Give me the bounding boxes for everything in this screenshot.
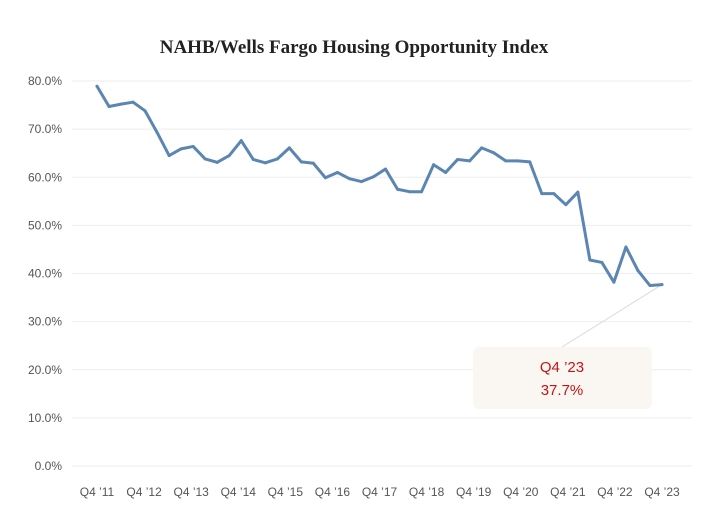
y-tick-label: 30.0% [28, 315, 62, 329]
y-tick-label: 50.0% [28, 218, 62, 232]
data-point [648, 284, 652, 288]
x-tick-label: Q4 ’16 [315, 485, 351, 499]
data-point [107, 105, 111, 109]
data-point [636, 269, 640, 273]
data-point [251, 157, 255, 161]
data-point [215, 160, 219, 164]
data-point [203, 157, 207, 161]
x-axis-ticks: Q4 ’11 Q4 ’12 Q4 ’13 Q4 ’14 Q4 ’15 Q4 ’16 Q4 ’… [80, 485, 680, 499]
data-point [504, 159, 508, 163]
x-tick-label: Q4 ’19 [456, 485, 492, 499]
y-tick-label: 80.0% [28, 74, 62, 88]
data-point [468, 159, 472, 163]
data-points [95, 84, 664, 288]
data-point [263, 161, 267, 165]
data-point [155, 130, 159, 134]
data-point [167, 154, 171, 158]
data-point [384, 167, 388, 171]
data-point [432, 163, 436, 167]
data-point [660, 283, 664, 287]
data-point [347, 177, 351, 181]
data-point [492, 151, 496, 155]
data-point [371, 175, 375, 179]
data-point [179, 147, 183, 151]
data-point [540, 192, 544, 196]
x-tick-label: Q4 ’12 [126, 485, 162, 499]
data-point [588, 258, 592, 262]
data-point [456, 157, 460, 161]
x-tick-label: Q4 ’21 [550, 485, 586, 499]
data-point [420, 190, 424, 194]
data-point [323, 176, 327, 180]
x-tick-label: Q4 ’14 [221, 485, 257, 499]
x-tick-label: Q4 ’17 [362, 485, 398, 499]
data-point [191, 144, 195, 148]
data-point [359, 180, 363, 184]
data-point [287, 146, 291, 150]
data-point [528, 160, 532, 164]
x-tick-label: Q4 ’22 [597, 485, 633, 499]
annotation-label: Q4 ’23 [540, 359, 584, 376]
data-point [444, 170, 448, 174]
data-point [408, 190, 412, 194]
x-tick-label: Q4 ’11 [80, 485, 115, 499]
data-point [227, 154, 231, 158]
data-point [612, 280, 616, 284]
data-point [396, 187, 400, 191]
data-point [299, 160, 303, 164]
y-tick-label: 60.0% [28, 170, 62, 184]
y-tick-label: 20.0% [28, 363, 62, 377]
y-tick-label: 10.0% [28, 411, 62, 425]
data-point [275, 157, 279, 161]
series-line [95, 84, 664, 288]
data-point [143, 109, 147, 113]
x-tick-label: Q4 ’18 [409, 485, 445, 499]
data-point [624, 245, 628, 249]
gridlines [72, 80, 692, 467]
chart-title: NAHB/Wells Fargo Housing Opportunity Ind… [160, 37, 549, 58]
data-point [119, 102, 123, 106]
annotation-box [473, 347, 652, 409]
data-point [576, 190, 580, 194]
x-tick-label: Q4 ’20 [503, 485, 539, 499]
data-point [600, 260, 604, 264]
x-tick-label: Q4 ’13 [173, 485, 209, 499]
data-point [335, 170, 339, 174]
data-point [516, 159, 520, 163]
x-tick-label: Q4 ’23 [644, 485, 680, 499]
y-axis-ticks: 0.0% 10.0% 20.0% 30.0% 40.0% 50.0% 60.0% 70.0% 8… [28, 74, 62, 473]
annotation-leader-line [561, 284, 663, 348]
data-point [552, 192, 556, 196]
data-point [564, 203, 568, 207]
x-tick-label: Q4 ’15 [268, 485, 304, 499]
data-point [131, 100, 135, 104]
annotation-value: 37.7% [541, 382, 584, 399]
y-tick-label: 70.0% [28, 122, 62, 136]
data-point [311, 161, 315, 165]
data-point [95, 84, 99, 88]
y-tick-label: 0.0% [35, 459, 63, 473]
data-point [239, 139, 243, 143]
y-tick-label: 40.0% [28, 267, 62, 281]
data-point [480, 146, 484, 150]
